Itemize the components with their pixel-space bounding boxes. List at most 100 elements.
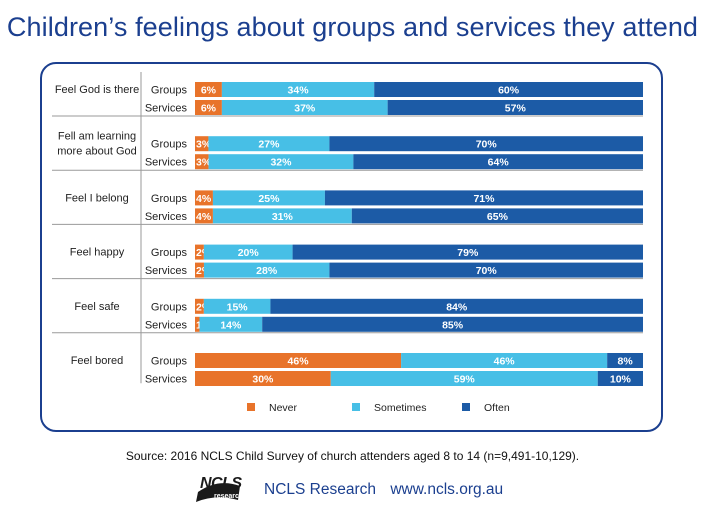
row-label: Groups <box>151 301 188 313</box>
bar-segment-often <box>329 262 643 278</box>
group-label: Feel bored <box>71 355 124 367</box>
bar-segment-sometimes <box>221 100 388 115</box>
bar-segment-sometimes <box>199 316 263 332</box>
bar-segment-often <box>351 208 643 224</box>
bar-segment-never <box>195 190 213 206</box>
bar-segment-never <box>195 82 222 97</box>
bar-segment-never <box>195 316 200 332</box>
bar-segment-never <box>195 100 222 115</box>
data-label: 37% <box>294 103 316 115</box>
data-label: 71% <box>473 193 495 205</box>
legend-swatch-never <box>247 403 255 411</box>
row-label: Groups <box>151 247 188 259</box>
group-label: Feel God is there <box>55 84 139 96</box>
data-label: 46% <box>494 356 516 368</box>
data-label: 25% <box>258 193 280 205</box>
bar-segment-never <box>195 244 204 260</box>
bar-segment-sometimes <box>203 298 271 314</box>
legend-label: Often <box>484 402 510 414</box>
bar-segment-sometimes <box>203 244 293 260</box>
group-label: Feel happy <box>70 247 125 259</box>
data-label: 70% <box>476 265 498 277</box>
row-label: Services <box>145 319 188 331</box>
stacked-bar-chart: Feel God is there Groups 6% 34% 60% Services 6… <box>52 72 643 414</box>
bar-segment-often <box>597 371 643 386</box>
data-label: 15% <box>227 301 249 313</box>
org-name: NCLS Research <box>264 481 376 498</box>
bar-segment-often <box>324 190 643 206</box>
logo-text: NCLS <box>200 475 242 492</box>
bar-segment-sometimes <box>221 82 375 97</box>
legend-label: Sometimes <box>374 402 427 414</box>
data-label: 70% <box>476 139 498 151</box>
legend-label: Never <box>269 402 298 414</box>
bar-segment-sometimes <box>330 371 598 386</box>
bar-segment-never <box>195 371 331 386</box>
bar-segment-often <box>607 353 643 368</box>
data-label: 64% <box>488 157 510 169</box>
row-label: Groups <box>151 85 188 97</box>
data-label: 31% <box>272 211 294 223</box>
data-label: 32% <box>270 157 292 169</box>
bar-segment-often <box>387 100 643 115</box>
group-label: more about God <box>57 146 137 158</box>
ncls-logo <box>196 483 240 502</box>
bar-segment-sometimes <box>208 136 330 152</box>
chart-frame <box>40 62 663 432</box>
data-label: 65% <box>487 211 509 223</box>
bar-segment-sometimes <box>401 353 608 368</box>
data-label: 10% <box>610 374 632 386</box>
chart-title: Children’s feelings about groups and ser… <box>6 12 699 42</box>
bar-segment-sometimes <box>208 154 354 170</box>
row-label: Groups <box>151 193 188 205</box>
data-label: 46% <box>288 356 310 368</box>
data-label: 6% <box>201 85 217 97</box>
data-label: 27% <box>258 139 280 151</box>
data-label: 3% <box>196 157 212 169</box>
data-label: 79% <box>457 247 479 259</box>
row-label: Groups <box>151 356 188 368</box>
bar-segment-never <box>195 208 213 224</box>
data-label: 85% <box>442 319 464 331</box>
data-label: 30% <box>252 374 274 386</box>
row-label: Services <box>145 211 188 223</box>
data-label: 3% <box>196 139 212 151</box>
legend-swatch-often <box>462 403 470 411</box>
row-label: Services <box>145 265 188 277</box>
bar-segment-often <box>262 316 643 332</box>
data-label: 14% <box>220 319 242 331</box>
logo-subtext: research <box>214 493 244 500</box>
footer: NCLS Research www.ncls.org.au <box>264 481 513 499</box>
data-label: 59% <box>454 374 476 386</box>
bar-segment-often <box>270 298 643 314</box>
data-label: 6% <box>201 103 217 115</box>
bar-segment-often <box>329 136 643 152</box>
bar-segment-never <box>195 262 204 278</box>
data-label: 4% <box>196 193 212 205</box>
source-note: Source: 2016 NCLS Child Survey of church… <box>125 449 580 463</box>
bar-segment-often <box>353 154 643 170</box>
row-label: Services <box>145 157 188 169</box>
bar-segment-sometimes <box>203 262 330 278</box>
bar-segment-never <box>195 136 209 152</box>
legend-swatch-sometimes <box>352 403 360 411</box>
bar-segment-sometimes <box>212 190 325 206</box>
bar-segment-often <box>374 82 643 97</box>
data-label: 34% <box>288 85 310 97</box>
data-label: 84% <box>446 301 468 313</box>
row-label: Services <box>145 103 188 115</box>
data-label: 4% <box>196 211 212 223</box>
website-link[interactable]: www.ncls.org.au <box>390 481 504 498</box>
bar-segment-never <box>195 353 402 368</box>
bar-segment-never <box>195 298 204 314</box>
bar-segment-sometimes <box>212 208 352 224</box>
group-label: Fell am learning <box>58 131 136 143</box>
data-label: 20% <box>238 247 260 259</box>
group-label: Feel safe <box>74 301 119 313</box>
data-label: 57% <box>505 103 527 115</box>
data-label: 28% <box>256 265 278 277</box>
data-label: 60% <box>498 85 520 97</box>
bar-segment-never <box>195 154 209 170</box>
row-label: Groups <box>151 139 188 151</box>
bar-segment-often <box>292 244 643 260</box>
